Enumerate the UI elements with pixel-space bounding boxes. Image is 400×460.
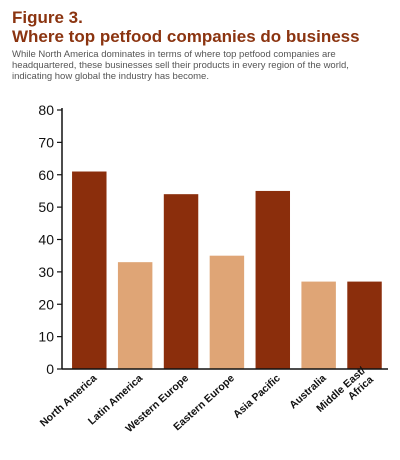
- y-tick-label: 30: [38, 264, 54, 280]
- y-tick-label: 40: [38, 232, 54, 248]
- y-tick-label: 20: [38, 296, 54, 312]
- chart-caption: While North America dominates in terms o…: [12, 49, 349, 82]
- bar-australia: [301, 281, 336, 369]
- bar-north-america: [72, 171, 107, 369]
- x-category-label: Middle East/Africa: [314, 365, 376, 424]
- figure-header: Figure 3. Where top petfood companies do…: [12, 8, 392, 82]
- y-tick-label: 60: [38, 167, 54, 183]
- bar-middle-east-africa: [347, 281, 382, 369]
- bar-latin-america: [117, 262, 153, 369]
- chart-title: Where top petfood companies do business: [12, 27, 360, 46]
- y-tick-label: 80: [38, 102, 54, 118]
- bar-western-europe: [163, 194, 199, 369]
- bars: [72, 171, 382, 369]
- x-category-label: Asia Pacific: [231, 372, 283, 420]
- bar-asia-pacific: [255, 190, 291, 369]
- y-tick-label: 50: [38, 199, 54, 215]
- y-tick-label: 70: [38, 134, 54, 150]
- bar-eastern-europe: [209, 255, 245, 369]
- y-axis: 0 10 20 30 40 50 60 70 80: [38, 102, 63, 377]
- figure-label: Figure 3.: [12, 8, 83, 27]
- y-tick-label: 0: [46, 361, 54, 377]
- y-tick-label: 10: [38, 329, 54, 345]
